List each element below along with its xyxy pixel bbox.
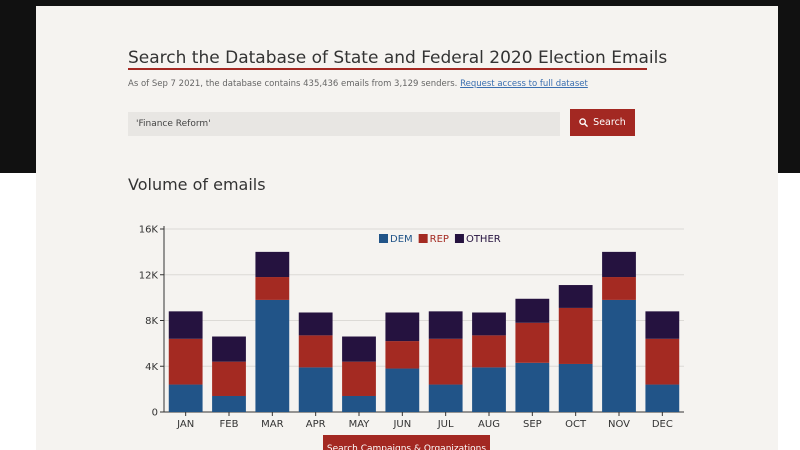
legend-swatch-rep bbox=[418, 234, 428, 243]
title-underline bbox=[128, 68, 647, 70]
bar-other-nov bbox=[602, 251, 636, 278]
x-tick-label: MAY bbox=[349, 419, 371, 430]
bar-dem-nov bbox=[602, 299, 636, 412]
legend-swatch-dem bbox=[379, 234, 388, 243]
bar-other-feb bbox=[212, 336, 246, 362]
bar-rep-jul bbox=[428, 338, 463, 385]
bar-rep-dec bbox=[645, 338, 680, 385]
volume-section-title: Volume of emails bbox=[128, 175, 266, 194]
legend-label-dem: DEM bbox=[390, 234, 413, 245]
y-tick-label: 0 bbox=[152, 408, 158, 419]
y-tick-label: 12K bbox=[139, 270, 159, 281]
bar-dem-sep bbox=[515, 362, 550, 412]
database-stats-text: As of Sep 7 2021, the database contains … bbox=[128, 79, 458, 89]
bar-dem-apr bbox=[298, 367, 333, 412]
bar-rep-feb bbox=[212, 361, 246, 396]
x-tick-label: AUG bbox=[478, 419, 500, 430]
x-tick-label: APR bbox=[306, 419, 326, 430]
x-tick-label: FEB bbox=[220, 419, 239, 430]
bar-other-jan bbox=[168, 311, 203, 339]
bar-other-dec bbox=[645, 311, 680, 339]
bar-other-oct bbox=[558, 285, 593, 308]
bar-other-jun bbox=[385, 312, 420, 342]
x-tick-label: MAR bbox=[261, 419, 283, 430]
x-tick-label: OCT bbox=[565, 419, 587, 430]
bar-dem-jun bbox=[385, 368, 420, 412]
bar-rep-oct bbox=[558, 307, 593, 364]
x-tick-label: JUN bbox=[392, 419, 411, 430]
x-tick-label: JUL bbox=[437, 419, 454, 430]
page-title: Search the Database of State and Federal… bbox=[128, 48, 668, 68]
x-tick-label: SEP bbox=[523, 419, 542, 430]
bar-other-sep bbox=[515, 298, 550, 323]
y-tick-label: 16K bbox=[139, 225, 159, 236]
bar-rep-may bbox=[342, 361, 376, 396]
bar-rep-nov bbox=[602, 277, 636, 300]
x-tick-label: JAN bbox=[176, 419, 194, 430]
bar-other-jul bbox=[428, 311, 463, 339]
legend-label-rep: REP bbox=[430, 234, 449, 245]
bar-dem-mar bbox=[255, 299, 290, 412]
bar-rep-jun bbox=[385, 341, 420, 369]
legend-swatch-other bbox=[454, 234, 464, 243]
bar-dem-dec bbox=[645, 384, 680, 412]
bar-rep-sep bbox=[515, 322, 550, 363]
bar-dem-jan bbox=[168, 384, 203, 412]
bar-dem-oct bbox=[558, 363, 593, 412]
search-button-label: Search bbox=[593, 117, 626, 128]
database-stats: As of Sep 7 2021, the database contains … bbox=[128, 79, 588, 89]
bar-other-may bbox=[342, 336, 376, 362]
bar-other-mar bbox=[255, 251, 290, 278]
bar-other-aug bbox=[472, 312, 506, 336]
bar-rep-apr bbox=[298, 335, 333, 368]
legend-label-other: OTHER bbox=[466, 234, 501, 245]
y-tick-label: 8K bbox=[145, 316, 158, 327]
search-button[interactable]: Search bbox=[570, 109, 635, 136]
search-campaigns-button[interactable]: Search Campaigns & Organizations bbox=[323, 435, 490, 450]
search-icon bbox=[579, 118, 588, 127]
bar-rep-aug bbox=[472, 335, 506, 368]
bar-dem-feb bbox=[212, 395, 246, 412]
bar-dem-aug bbox=[472, 367, 506, 412]
search-input[interactable] bbox=[128, 112, 560, 136]
main-panel: Search the Database of State and Federal… bbox=[36, 6, 778, 450]
email-volume-chart: 0 4K 8K 12K 16K JAN FEB MAR APR MAY JUN JUL AUG SEP OC… bbox=[139, 225, 684, 430]
bar-dem-may bbox=[342, 395, 376, 412]
bar-dem-jul bbox=[428, 384, 463, 412]
bar-rep-jan bbox=[168, 338, 203, 385]
bar-rep-mar bbox=[255, 277, 290, 300]
bar-other-apr bbox=[298, 312, 333, 336]
x-tick-label: NOV bbox=[608, 419, 630, 430]
request-access-link[interactable]: Request access to full dataset bbox=[460, 79, 588, 89]
x-tick-label: DEC bbox=[652, 419, 673, 430]
y-tick-label: 4K bbox=[145, 362, 158, 373]
